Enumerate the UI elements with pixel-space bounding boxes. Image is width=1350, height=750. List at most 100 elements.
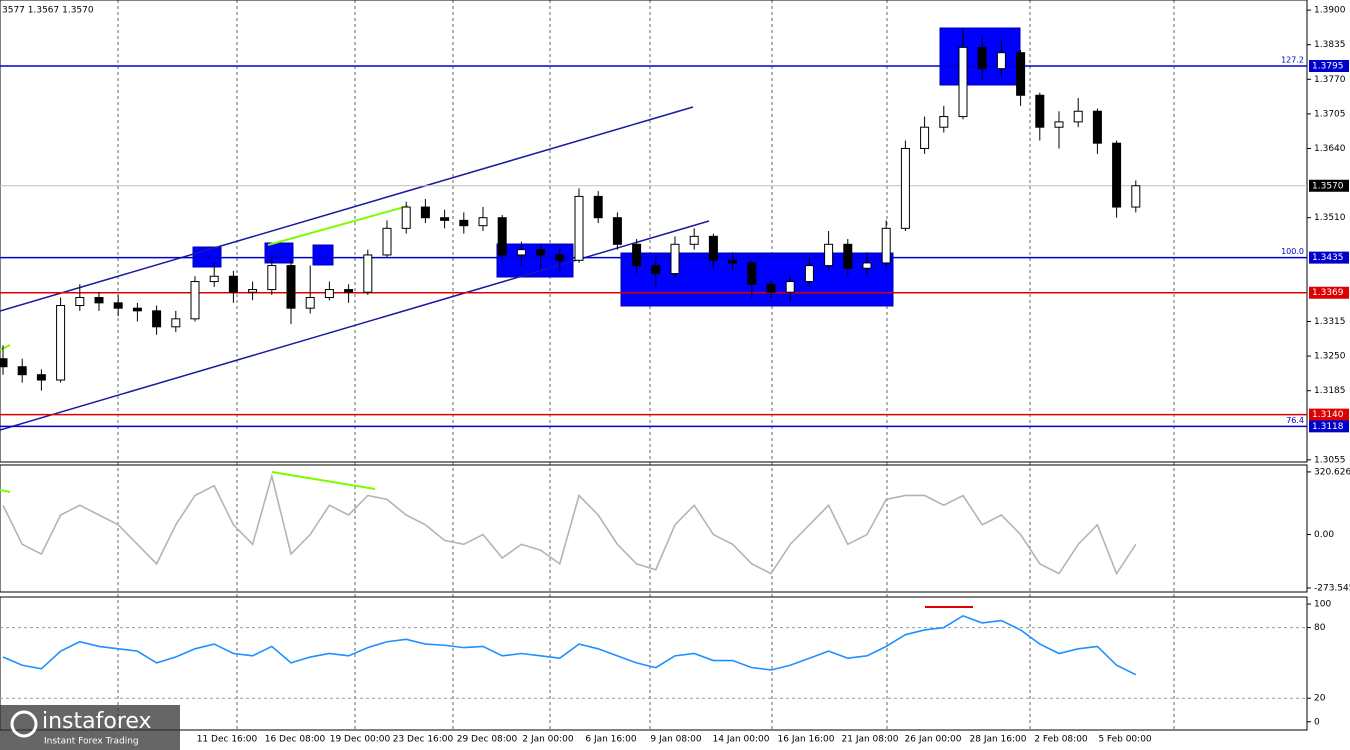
candle-body xyxy=(862,262,872,269)
level-label: 1.3140 xyxy=(1312,410,1344,420)
candle-body xyxy=(747,262,757,285)
rsi-panel xyxy=(0,596,1308,731)
level-label: 1.3570 xyxy=(1312,181,1344,191)
candle-body xyxy=(459,219,469,227)
candle-body xyxy=(1035,94,1045,128)
candle-body xyxy=(785,281,795,293)
x-tick-label: 16 Dec 08:00 xyxy=(265,735,326,745)
cci-line xyxy=(2,472,1137,576)
candle-body xyxy=(113,302,123,309)
candle-body xyxy=(958,46,968,118)
candle-body xyxy=(401,206,411,229)
candle-body xyxy=(382,227,392,256)
y-tick-label: 320.6269 xyxy=(1314,467,1350,477)
level-label: 1.3369 xyxy=(1312,288,1344,298)
candle-body xyxy=(440,217,450,221)
candle-body xyxy=(670,243,680,275)
y-tick-label: 0 xyxy=(1314,717,1320,727)
candle-body xyxy=(708,235,718,261)
candle-body xyxy=(1092,110,1102,144)
header: 3577 1.3567 1.3570 xyxy=(2,6,94,16)
candle-body xyxy=(843,243,853,269)
y-tick-label: 1.3315 xyxy=(1314,317,1346,327)
candle-body xyxy=(0,358,8,368)
y-tick-label: 1.3185 xyxy=(1314,386,1346,396)
candle-body xyxy=(420,206,430,219)
candle-body xyxy=(996,52,1006,70)
y-tick-label: 1.3510 xyxy=(1314,213,1346,223)
candle-body xyxy=(171,318,181,328)
level-box xyxy=(1309,420,1349,433)
y-tick-label: -273.545 xyxy=(1314,584,1350,594)
level-box xyxy=(1309,286,1349,299)
x-tick-label: 2 Feb 08:00 xyxy=(1034,735,1088,745)
candle-body xyxy=(267,265,277,291)
candle-body xyxy=(286,265,296,309)
candle-body xyxy=(363,254,373,293)
y-tick-label: 1.3705 xyxy=(1314,109,1346,119)
y-tick-label: 100 xyxy=(1314,600,1331,610)
candle-body xyxy=(1054,121,1064,128)
candle-body xyxy=(555,254,565,261)
candle-body xyxy=(17,366,27,376)
x-tick-label: 5 Feb 00:00 xyxy=(1098,735,1152,745)
candle-body xyxy=(305,297,315,309)
logo: instaforex Instant Forex Trading xyxy=(0,705,180,750)
x-tick-label: 2 Jan 00:00 xyxy=(522,735,574,745)
candle-body xyxy=(94,297,104,304)
x-tick-label: 23 Dec 16:00 xyxy=(393,735,454,745)
candle-body xyxy=(824,243,834,267)
logo-text: instaforex xyxy=(42,709,152,734)
candle-body xyxy=(497,217,507,256)
candle-body xyxy=(56,305,66,381)
candle-body xyxy=(1131,185,1141,208)
y-tick-label: 20 xyxy=(1314,694,1326,704)
candle-body xyxy=(881,227,891,264)
level-box xyxy=(1309,179,1349,192)
y-tick-label: 1.3640 xyxy=(1314,144,1346,154)
candle-body xyxy=(612,217,622,245)
main-panel xyxy=(0,0,1308,463)
candle-body xyxy=(977,46,987,70)
candle-body xyxy=(593,195,603,219)
candle-body xyxy=(632,243,642,267)
fib-label: 76.4 xyxy=(1286,416,1304,425)
candle-body xyxy=(651,265,661,275)
y-tick-label: 0.00 xyxy=(1314,530,1334,540)
fib-label: 100.0 xyxy=(1281,247,1304,256)
candle-body xyxy=(478,217,488,227)
y-tick-label: 1.3055 xyxy=(1314,455,1346,465)
candle-body xyxy=(190,281,200,320)
x-tick-label: 19 Dec 00:00 xyxy=(330,735,391,745)
rsi-line xyxy=(2,614,1137,676)
annotations xyxy=(0,106,973,608)
logo-sub: Instant Forex Trading xyxy=(44,737,139,747)
level-label: 1.3435 xyxy=(1312,253,1344,263)
candle-body xyxy=(766,283,776,293)
x-tick-label: 21 Jan 08:00 xyxy=(842,735,899,745)
candle-body xyxy=(689,235,699,245)
candle-body xyxy=(1016,52,1026,96)
level-box xyxy=(1309,251,1349,264)
x-tick-label: 16 Jan 16:00 xyxy=(778,735,835,745)
candle-body xyxy=(36,374,46,381)
cci-panel xyxy=(0,464,1308,593)
level-box xyxy=(1309,408,1349,421)
candle-body xyxy=(574,195,584,261)
candle-body xyxy=(939,116,949,128)
y-tick-label: 1.3835 xyxy=(1314,40,1346,50)
candle-body xyxy=(536,249,546,256)
x-tick-label: 28 Jan 16:00 xyxy=(970,735,1027,745)
candle-body xyxy=(75,297,85,307)
candle-body xyxy=(152,310,162,328)
candle-body xyxy=(209,275,219,283)
candle-body xyxy=(920,126,930,150)
level-label: 1.3795 xyxy=(1312,62,1344,72)
candle-body xyxy=(728,259,738,264)
candle-body xyxy=(516,249,526,256)
fib-label: 127.2 xyxy=(1281,56,1304,65)
y-tick-label: 1.3900 xyxy=(1314,6,1346,16)
candle-body xyxy=(248,289,258,293)
candle-body xyxy=(324,289,334,299)
